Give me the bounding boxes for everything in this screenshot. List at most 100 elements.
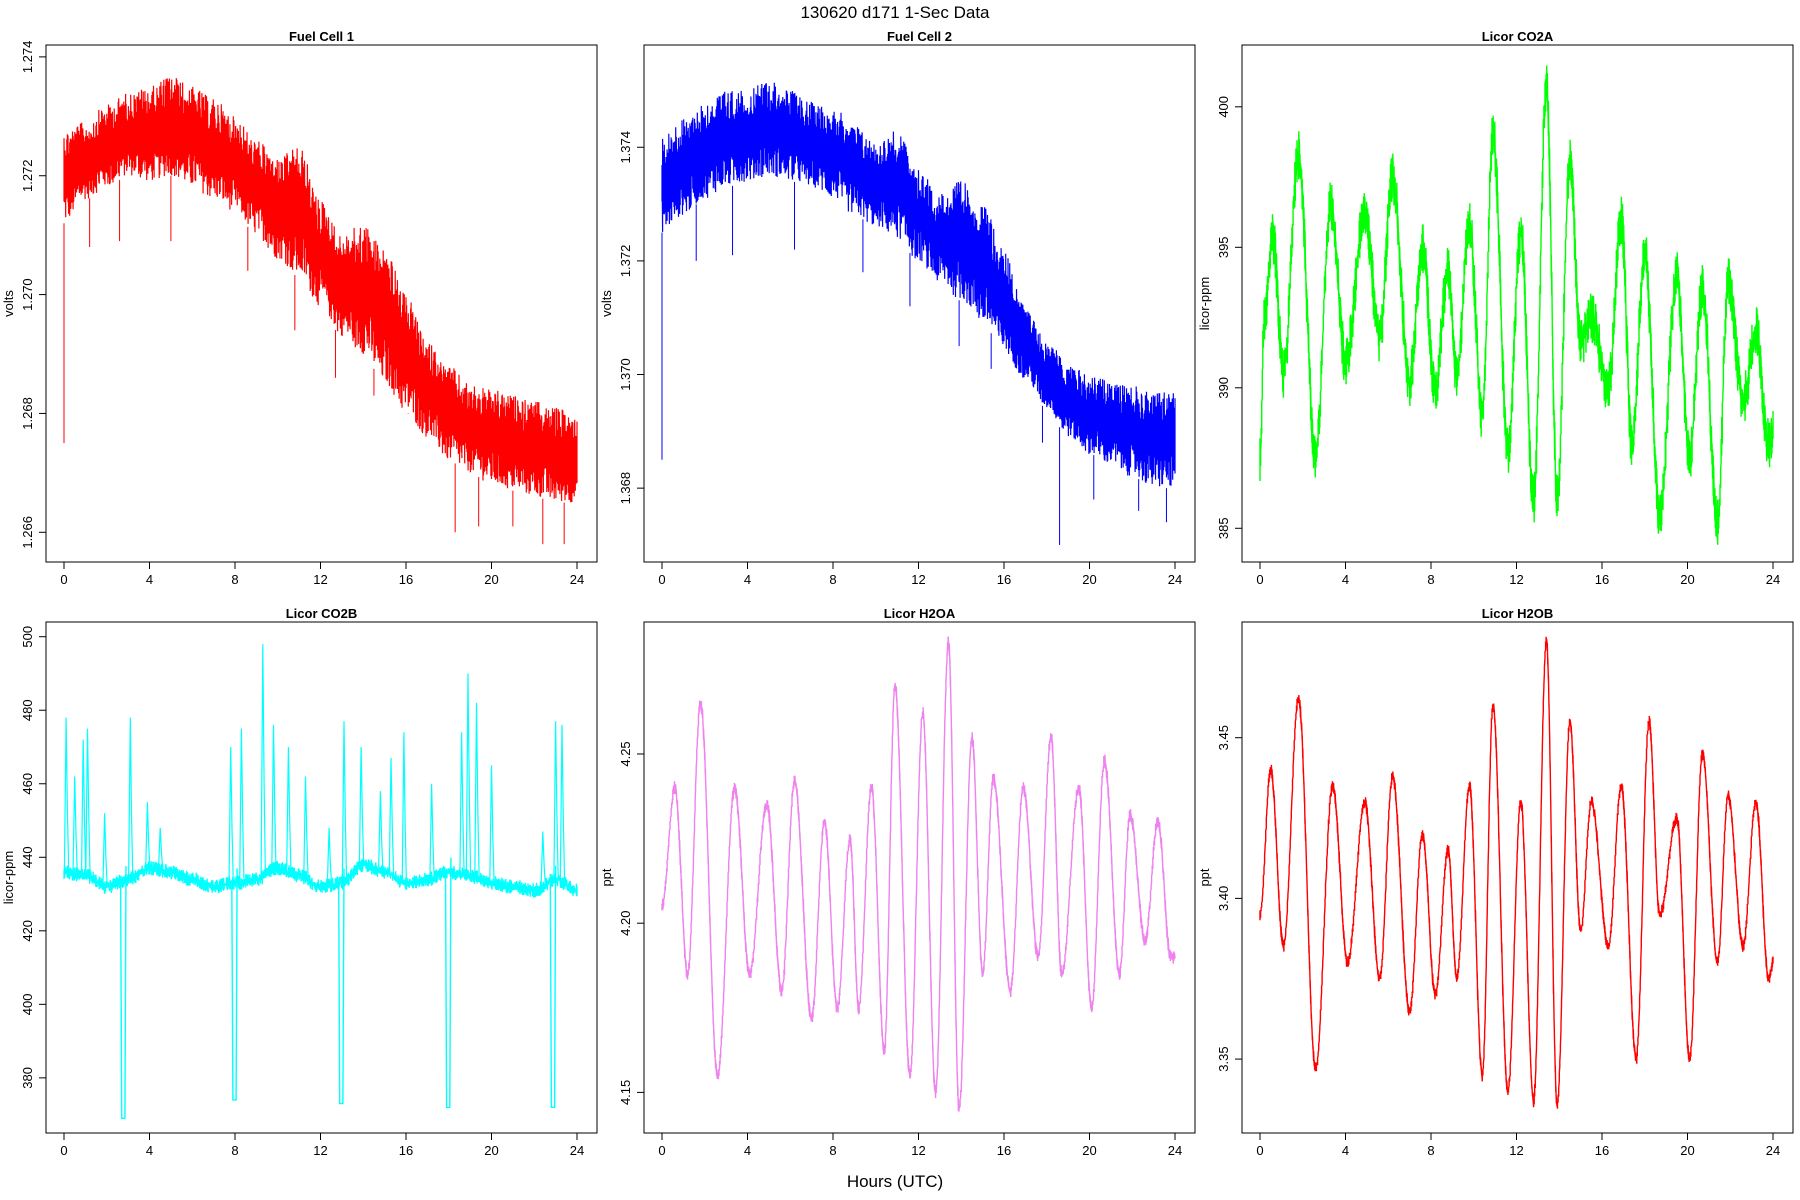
y-axis-label: volts [599,290,614,317]
x-tick-label: 4 [1342,1143,1349,1158]
panel-title: Licor CO2B [286,606,358,621]
data-spike [540,831,546,887]
data-spike [145,802,151,869]
plot-frame [45,44,598,563]
chart-panel-3: Licor CO2A licor-ppm 0 4 8 12 16 20 24 385 390 395 4… [1197,29,1794,587]
y-axis-label: licor-ppm [1197,277,1212,330]
data-spike [80,739,87,876]
x-tick-label: 24 [570,1143,584,1158]
data-spike [489,765,495,884]
x-tick-label: 4 [744,1143,751,1158]
x-tick-label: 16 [1595,1143,1609,1158]
data-spike [303,776,309,878]
x-tick-label: 8 [231,1143,238,1158]
data-series-line [1259,636,1774,1109]
data-spike [401,732,407,883]
chart-panel-1: Fuel Cell 1 volts 0 4 8 12 16 20 24 1.266 1.268 1.2… [1,29,598,587]
x-tick-label: 12 [313,572,327,587]
y-tick-label: 440 [20,846,35,868]
x-tick-label: 0 [60,572,67,587]
x-tick-label: 20 [484,1143,498,1158]
chart-panel-6: Licor H2OB ppt 0 4 8 12 16 20 24 3.35 3.40 3.45 [1197,606,1794,1158]
y-tick-label: 3.40 [1216,886,1231,911]
x-tick-label: 16 [399,1143,413,1158]
y-tick-label: 1.368 [618,472,633,505]
panel-title: Licor H2OA [884,606,956,621]
data-spike [378,791,384,872]
x-tick-label: 20 [1082,572,1096,587]
x-tick-label: 4 [146,572,153,587]
y-tick-label: 400 [1216,96,1231,118]
data-spike [429,783,435,879]
y-axis-label: volts [1,290,16,317]
y-tick-label: 380 [20,1067,35,1089]
plot-frame [1241,44,1794,563]
series-group [1259,65,1774,545]
data-spike [341,721,348,883]
x-tick-label: 4 [1342,572,1349,587]
y-tick-label: 1.370 [618,358,633,391]
data-spike [228,746,234,884]
y-tick-label: 1.372 [618,245,633,278]
y-tick-label: 1.274 [20,41,35,74]
data-spike [102,813,108,887]
data-spike [474,702,480,878]
panel-title: Licor H2OB [1482,606,1554,621]
x-tick-label: 0 [60,1143,67,1158]
data-spike [157,827,164,871]
y-tick-label: 460 [20,773,35,795]
data-spike [128,717,134,880]
panel-title: Licor CO2A [1482,29,1554,44]
series-group [1259,636,1774,1109]
x-tick-label: 20 [1680,1143,1694,1158]
x-tick-label: 8 [829,572,836,587]
y-tick-label: 385 [1216,517,1231,539]
y-tick-label: 400 [20,993,35,1015]
x-tick-label: 12 [1509,1143,1523,1158]
plot-frame [45,621,598,1134]
x-tick-label: 12 [313,1143,327,1158]
y-tick-label: 4.15 [618,1080,633,1105]
y-axis-label: ppt [599,868,614,886]
data-spike [388,757,395,875]
x-tick-label: 24 [1766,1143,1780,1158]
series-group [661,82,1176,545]
data-spike [326,827,333,886]
x-tick-label: 20 [484,572,498,587]
y-tick-label: 1.270 [20,278,35,311]
data-series-band [63,78,578,503]
data-dip [549,865,557,1108]
y-tick-label: 3.45 [1216,725,1231,750]
x-tick-label: 0 [1256,572,1263,587]
chart-grid: Fuel Cell 1 volts 0 4 8 12 16 20 24 1.266 1.268 1.2… [1,29,1794,1158]
data-spike [358,746,365,866]
data-spike [260,644,266,878]
x-tick-label: 20 [1680,572,1694,587]
y-tick-label: 1.268 [20,397,35,430]
y-tick-label: 500 [20,626,35,648]
data-spike [239,728,245,883]
y-axis-label: ppt [1197,868,1212,886]
x-tick-label: 12 [911,1143,925,1158]
panel-title: Fuel Cell 2 [887,29,952,44]
panel-title: Fuel Cell 1 [289,29,354,44]
data-spike [465,673,472,876]
series-group [661,636,1176,1112]
x-tick-label: 24 [1168,1143,1182,1158]
y-tick-label: 1.272 [20,159,35,192]
x-tick-label: 24 [1168,572,1182,587]
series-group [63,78,578,545]
x-tick-label: 0 [1256,1143,1263,1158]
x-tick-label: 16 [399,572,413,587]
x-tick-label: 12 [911,572,925,587]
data-series-line [1259,65,1774,545]
data-dip [119,866,127,1119]
x-tick-label: 4 [744,572,751,587]
x-tick-label: 24 [1766,572,1780,587]
chart-panel-2: Fuel Cell 2 volts 0 4 8 12 16 20 24 1.368 1.370 1.3… [599,29,1196,587]
data-spike [286,746,292,873]
data-spike [63,717,70,873]
x-tick-label: 8 [1427,572,1434,587]
data-spike [271,724,277,870]
